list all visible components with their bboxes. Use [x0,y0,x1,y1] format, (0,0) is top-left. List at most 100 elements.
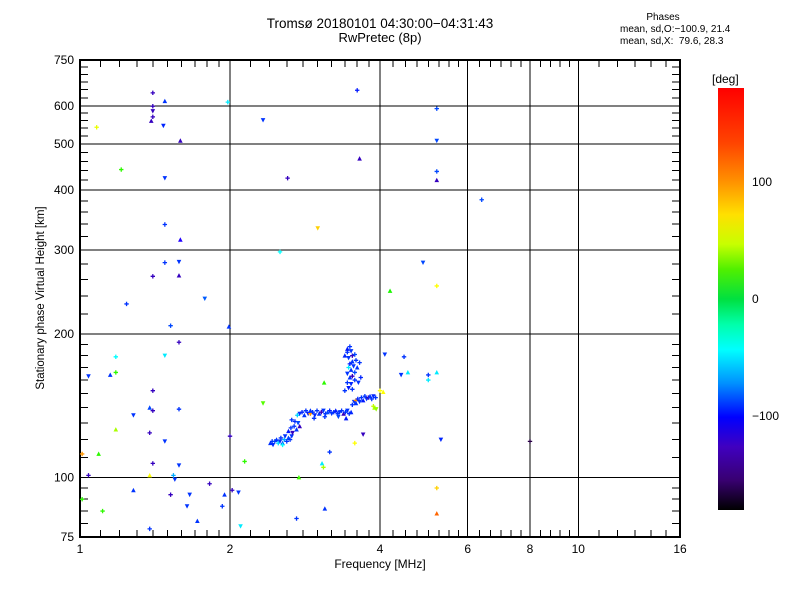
data-point [348,381,354,387]
data-point [358,375,363,380]
data-point [350,402,355,407]
y-tick-label: 75 [61,530,75,544]
data-point [348,367,354,372]
x-tick-label: 1 [77,542,84,556]
data-point [225,99,231,105]
data-point [287,437,293,442]
colorbar-tick-labels: 100 0 −100 [752,175,779,423]
data-point [434,138,440,144]
data-point [294,516,299,521]
data-point [360,398,366,403]
data-point [150,274,156,279]
data-point [236,490,241,495]
data-point [176,463,182,468]
data-point [291,424,297,429]
data-point [176,259,182,265]
y-tick-label: 200 [54,327,74,341]
data-point [162,353,168,359]
data-point [162,439,168,444]
data-point [327,449,332,455]
data-point [342,388,348,393]
data-point [315,226,321,231]
data-point [299,409,305,415]
data-point [79,451,85,457]
data-point [295,413,300,418]
data-point [280,442,285,448]
data-point [282,434,288,439]
data-point [353,400,359,406]
data-point [359,395,364,400]
data-point [346,385,351,391]
y-tick-label: 750 [54,53,74,67]
data-point [86,374,91,379]
axis-ticks [80,60,680,537]
data-point [345,371,350,377]
phase-stats-x-mode: mean, sd,X: 79.6, 28.3 [620,36,724,47]
data-point [172,477,178,482]
data-point [277,439,283,444]
data-point [162,222,168,227]
data-point [333,408,339,413]
data-point [168,492,173,497]
data-point [347,375,353,380]
data-point [242,459,247,464]
data-point [380,389,386,395]
data-point [150,408,156,413]
data-point [316,411,322,416]
data-point [346,355,351,361]
data-point [195,518,200,524]
data-point [353,358,359,363]
data-point [319,460,325,466]
data-point [178,237,183,242]
data-point [294,427,299,432]
data-point [434,370,440,375]
data-point [347,344,353,349]
data-point [162,176,168,181]
data-point [350,387,355,392]
data-point [336,414,341,420]
data-point [162,98,168,104]
data-point [289,434,295,439]
data-point [302,412,307,418]
phase-stats-o-mode: mean, sd,O:−100.9, 21.4 [620,24,731,35]
data-point [94,125,99,130]
y-tick-label: 300 [54,243,74,257]
y-tick-label: 400 [54,183,74,197]
y-tick-label: 500 [54,137,74,151]
y-axis-tick-labels: 750 600 500 400 300 200 100 75 [54,53,74,544]
x-tick-label: 2 [227,542,234,556]
data-point [178,138,183,143]
data-point [288,425,294,431]
data-point [339,408,344,413]
data-point [319,409,324,415]
data-point [161,123,166,129]
chart-title: Tromsø 20180101 04:30:00−04:31:43 [267,16,494,31]
data-point [295,421,301,426]
data-point [401,354,407,359]
data-point [147,526,152,532]
plot-frame [79,59,681,538]
x-tick-label: 6 [464,542,471,556]
data-point [150,104,156,109]
data-point [274,437,279,442]
phase-stats-heading: Phases [646,12,679,23]
data-point [321,465,326,470]
data-point [238,524,243,529]
data-point [354,365,360,370]
data-point [124,301,129,307]
data-point [96,451,101,456]
data-point [321,380,327,385]
data-point [314,408,320,413]
data-point [296,475,302,480]
data-point [387,288,393,293]
data-point [176,406,182,412]
data-point [168,323,173,328]
data-point [310,409,315,415]
data-point [479,197,484,202]
data-point [351,364,356,369]
data-point [426,372,431,378]
data-point [382,352,388,357]
data-point [357,399,362,405]
data-point [260,118,266,123]
